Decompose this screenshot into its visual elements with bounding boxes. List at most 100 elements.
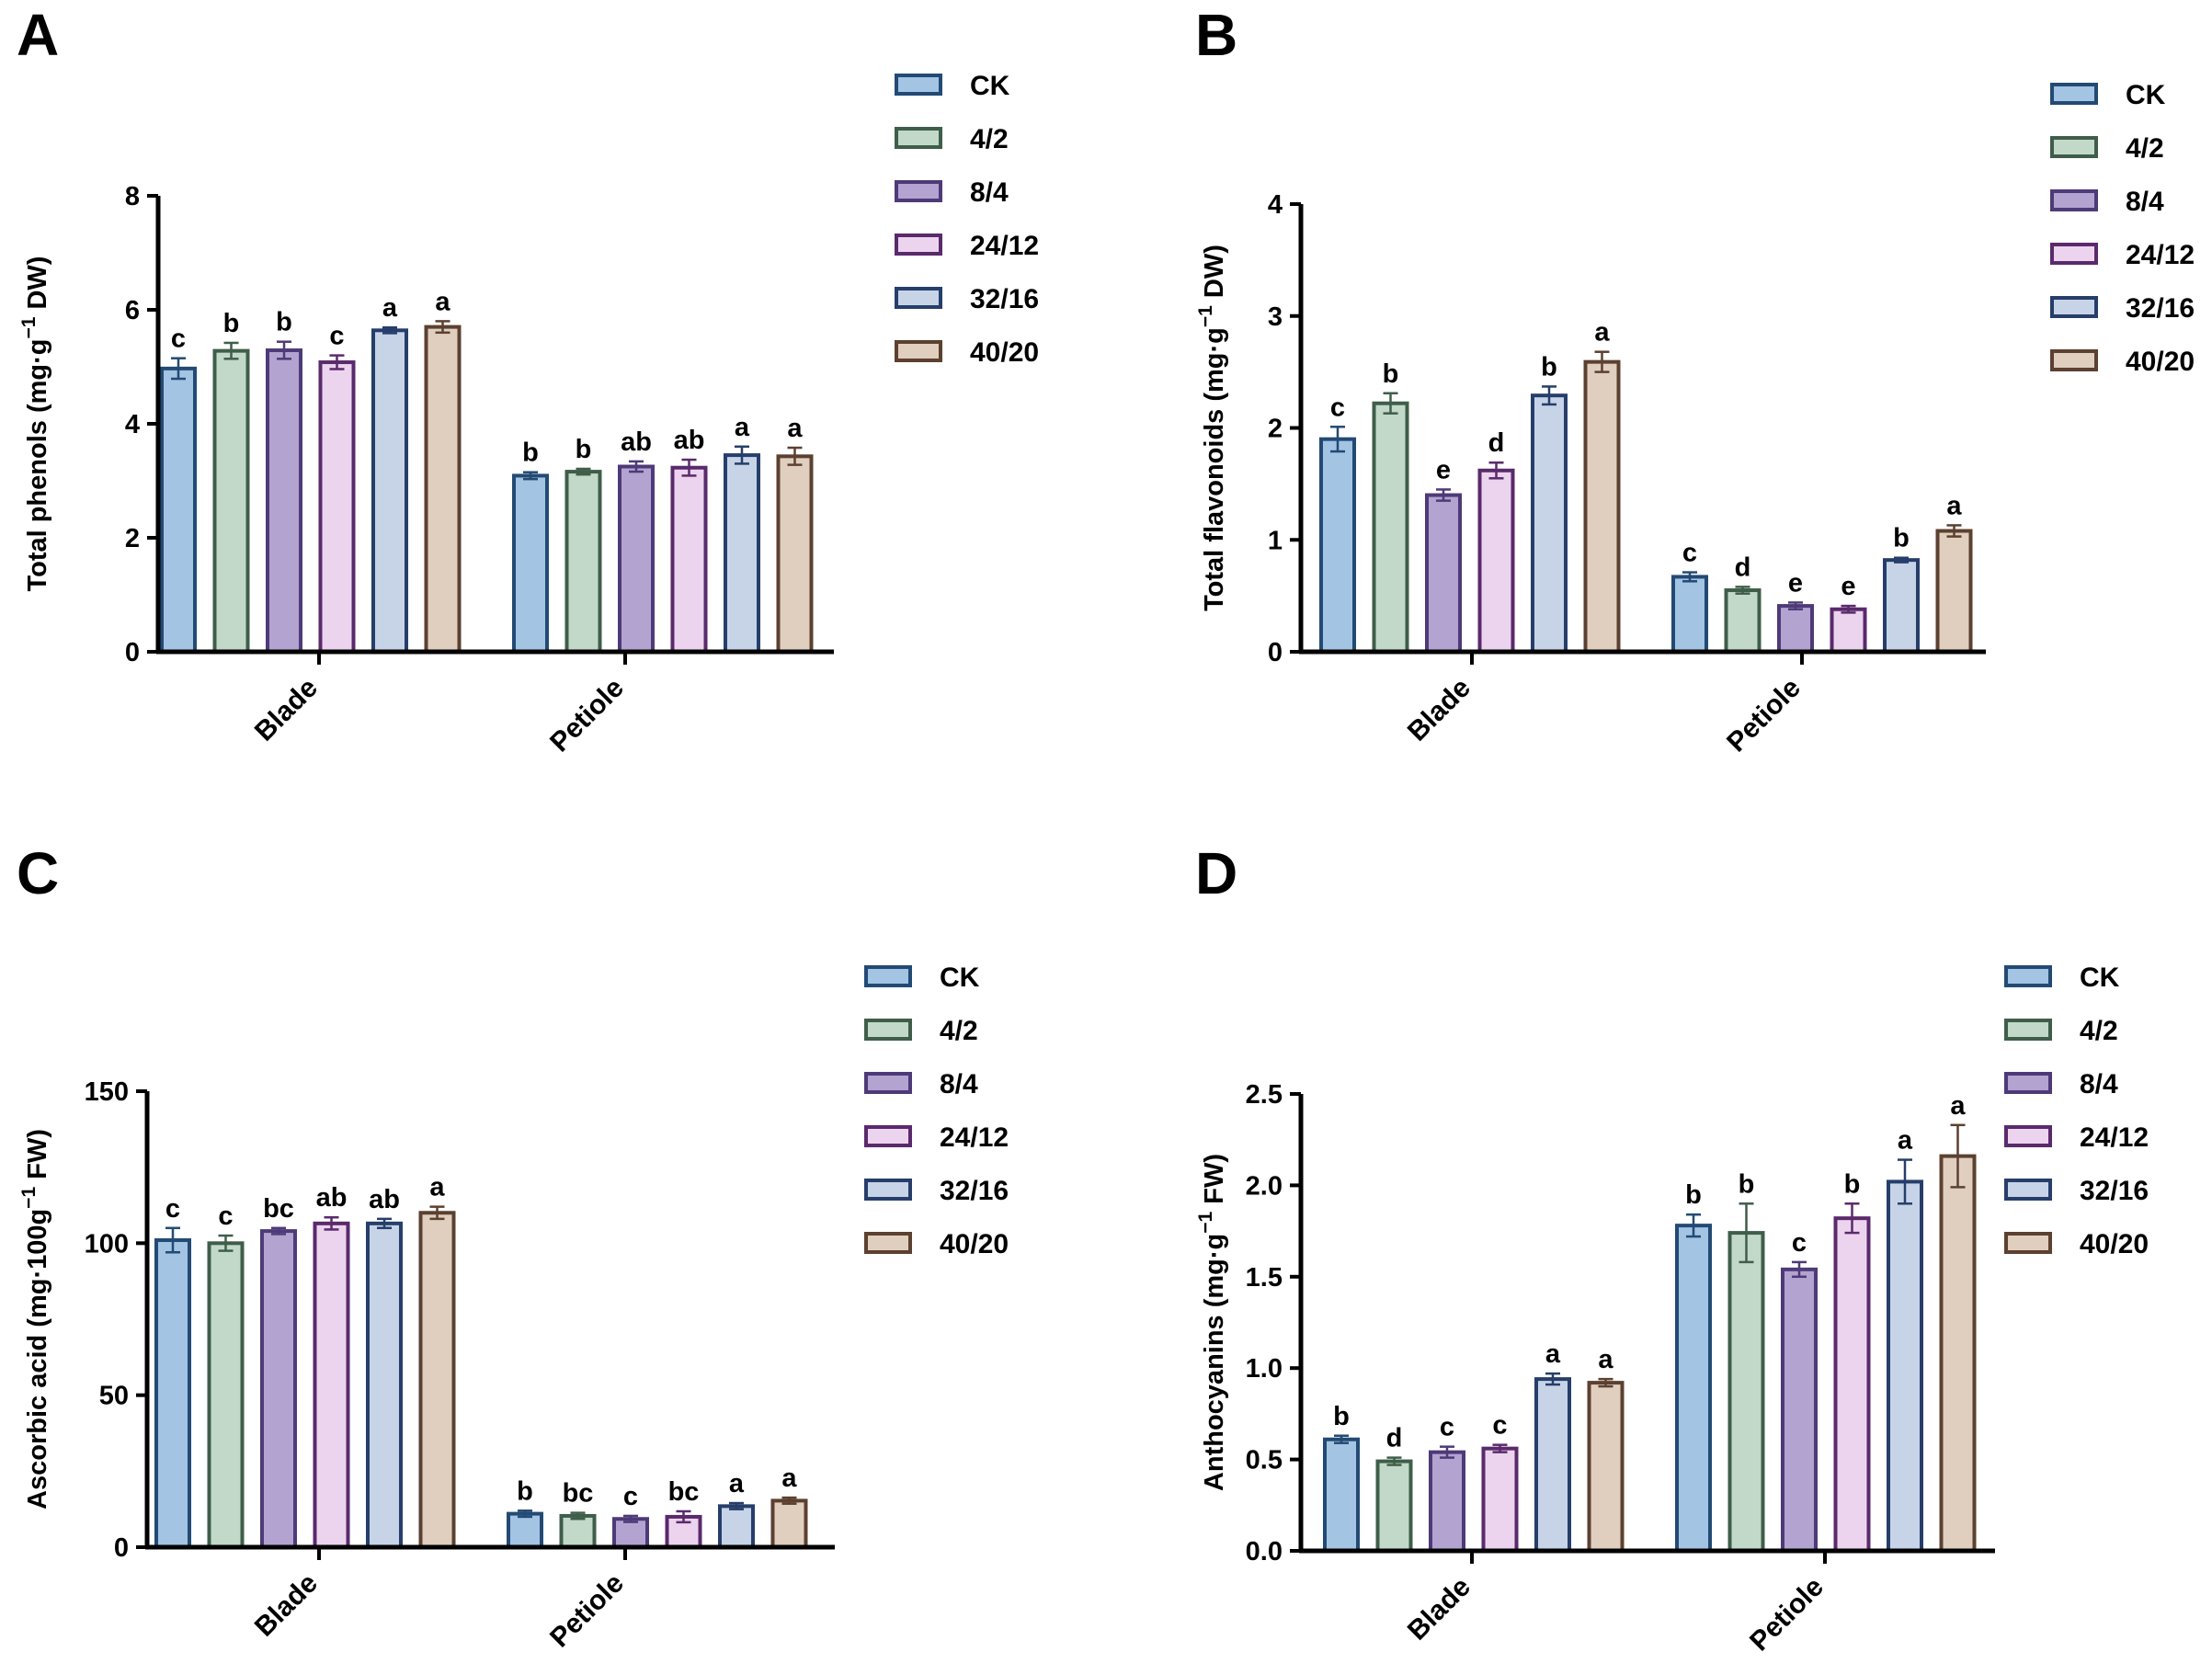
significance-letter: c — [171, 325, 186, 354]
legend-swatch — [2004, 965, 2052, 987]
y-tick-label: 2.5 — [1246, 1080, 1283, 1110]
significance-letter: a — [1545, 1339, 1561, 1369]
y-tick-label: 2 — [1268, 415, 1283, 444]
bar-8-4-petiole — [1781, 1267, 1818, 1554]
bar-32-16-petiole — [1887, 1179, 1923, 1553]
chart-panel-d: D 0.0 0.5 1.0 1.5 2.0 2.5 Anthocyanins (mg·g−1 … — [1195, 840, 2149, 1657]
y-axis-label-unit: FW) — [23, 1129, 52, 1187]
legend-label: 32/16 — [940, 1176, 1009, 1206]
significance-letter: bc — [668, 1477, 700, 1507]
bar-32-16-petiole — [718, 1504, 755, 1549]
legend-label: CK — [2126, 80, 2166, 110]
significance-letter: c — [1440, 1413, 1454, 1442]
significance-letter: a — [429, 1173, 445, 1202]
legend-swatch — [895, 127, 942, 149]
x-tick-label: Petiole — [544, 673, 630, 758]
bar-ck-petiole — [1675, 1224, 1712, 1553]
significance-letter: c — [165, 1194, 180, 1224]
significance-letter: b — [517, 1476, 533, 1506]
y-tick-label: 0 — [114, 1533, 129, 1563]
legend-swatch — [2004, 1232, 2052, 1254]
significance-letter: b — [1844, 1169, 1861, 1199]
y-tick-label: 150 — [85, 1077, 129, 1107]
significance-letter: b — [1541, 352, 1557, 382]
legend-label: CK — [970, 71, 1010, 101]
y-axis-label: Total flavonoids (mg·g−1 DW) — [1195, 245, 1229, 611]
bar-32-16-blade — [1534, 1377, 1571, 1554]
legend-label: 40/20 — [940, 1229, 1009, 1259]
legend-swatch — [2050, 296, 2098, 318]
significance-letter: b — [1383, 359, 1399, 389]
bar-4-2-petiole — [559, 1513, 597, 1549]
x-tick-label: Blade — [1402, 1572, 1477, 1646]
significance-letter: c — [623, 1482, 638, 1511]
y-tick-label: 4 — [125, 410, 140, 439]
significance-letter: b — [276, 308, 292, 337]
bar-24-12-petiole — [1830, 607, 1867, 654]
legend-label: 32/16 — [970, 284, 1039, 314]
legend-label: 4/2 — [940, 1016, 978, 1046]
legend-swatch — [2050, 136, 2098, 158]
bar-8-4-blade — [1429, 1450, 1465, 1553]
y-axis-label: Total phenols (mg·g−1 DW) — [18, 256, 52, 592]
bar-ck-petiole — [512, 473, 549, 654]
legend-swatch — [2050, 243, 2098, 265]
bar-32-16-blade — [1531, 393, 1568, 654]
bar-ck-blade — [160, 366, 197, 654]
bar-4-2-petiole — [1724, 588, 1762, 654]
legend-label: 24/12 — [940, 1122, 1009, 1153]
bar-32-16-petiole — [1883, 558, 1920, 654]
significance-letter: ab — [369, 1185, 400, 1214]
significance-letter: bc — [263, 1194, 294, 1224]
y-tick-label: 0.5 — [1246, 1446, 1283, 1475]
y-tick-label: 0 — [125, 638, 140, 667]
legend-swatch — [864, 1125, 912, 1147]
legend-label: 8/4 — [970, 177, 1009, 208]
significance-letter: a — [735, 413, 750, 442]
significance-letter: b — [576, 435, 592, 464]
bar-4-2-blade — [207, 1241, 245, 1550]
significance-letter: ab — [674, 426, 705, 455]
legend-swatch — [864, 1232, 912, 1254]
bar-4-2-blade — [1372, 401, 1409, 654]
y-axis-label: Ascorbic acid (mg·100g−1 FW) — [18, 1129, 52, 1509]
y-axis-label-superscript: −1 — [1195, 305, 1216, 327]
y-tick-label: 50 — [99, 1382, 129, 1411]
legend-label: 8/4 — [940, 1069, 978, 1099]
bar-32-16-blade — [371, 328, 408, 654]
significance-letter: a — [1950, 1091, 1966, 1121]
bar-8-4-petiole — [618, 464, 655, 654]
bar-ck-blade — [1319, 437, 1356, 654]
significance-letter: b — [1739, 1169, 1755, 1199]
bar-8-4-petiole — [1777, 604, 1814, 655]
significance-letter: bc — [563, 1479, 594, 1509]
significance-letter: a — [787, 414, 803, 443]
y-tick-label: 3 — [1268, 302, 1283, 332]
legend-label: 32/16 — [2080, 1176, 2149, 1206]
y-axis-label: Anthocyanins (mg·g−1 FW) — [1195, 1154, 1229, 1491]
bar-24-12-petiole — [1833, 1216, 1871, 1553]
significance-letter: a — [1598, 1345, 1613, 1374]
significance-letter: a — [435, 287, 450, 316]
bar-40-20-blade — [418, 1211, 456, 1550]
legend-label: 32/16 — [2126, 293, 2195, 324]
legend-swatch — [2004, 1179, 2052, 1201]
bar-32-16-petiole — [724, 453, 760, 654]
legend-swatch — [864, 1072, 912, 1094]
legend-swatch — [2050, 349, 2098, 371]
legend-label: 8/4 — [2126, 187, 2164, 217]
significance-letter: a — [1946, 491, 1962, 520]
bar-4-2-petiole — [564, 470, 602, 655]
chart-panel-a: A 0 2 4 6 8 Total phenols (mg·g−1 DW) c b b c a a Bla… — [17, 2, 1039, 758]
legend-swatch — [2050, 189, 2098, 211]
bar-24-12-blade — [313, 1221, 350, 1549]
significance-letter: e — [1436, 455, 1451, 484]
bar-4-2-petiole — [1727, 1231, 1765, 1553]
panel-letter: A — [17, 2, 59, 68]
legend-label: 40/20 — [2126, 347, 2195, 377]
legend-label: 24/12 — [2080, 1122, 2149, 1153]
x-tick-label: Petiole — [1744, 1572, 1830, 1657]
significance-letter: a — [781, 1464, 797, 1493]
legend-label: CK — [940, 962, 980, 993]
significance-letter: d — [1735, 552, 1751, 582]
